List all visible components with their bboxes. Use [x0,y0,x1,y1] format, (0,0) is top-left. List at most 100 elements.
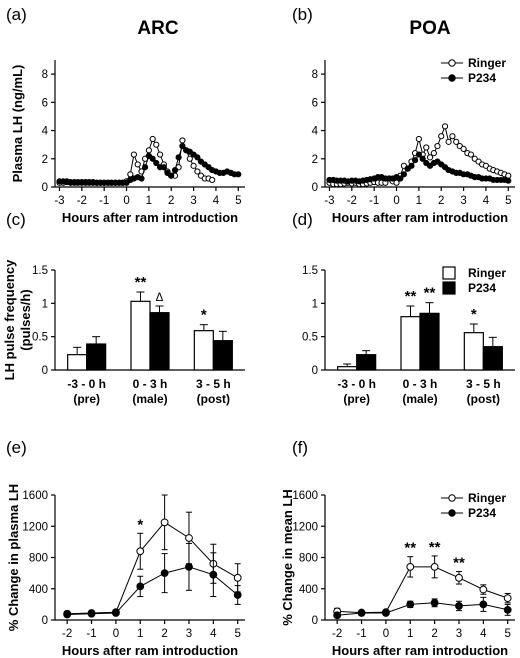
bar-p234 [356,354,377,371]
significance-marker: * [137,516,143,533]
data-point-ringer [149,135,156,143]
category-sublabel: (pre) [343,392,370,406]
x-tick-label: 5 [235,195,241,207]
x-tick-label: 1 [416,195,422,207]
series-line-p234 [337,602,508,616]
panel-d: (d) 0 0.5 1 1.5 -3 - 0 h(pre) 0 - 3 h(male) 3 -… [292,210,515,406]
data-point-ringer [186,155,193,162]
y-tick-label: 0 [312,365,318,377]
data-point-ringer [406,562,415,571]
data-point-p234 [455,602,463,610]
significance-marker: ** [424,285,436,302]
x-tick-label: -1 [99,195,109,207]
category-sublabel: (post) [467,392,500,406]
x-tick-label: -1 [356,628,366,640]
data-point-ringer [190,162,197,169]
data-point-p234 [233,591,242,599]
data-point-ringer [136,547,145,556]
data-point-ringer [185,534,193,542]
series-line-p234 [67,566,239,615]
significance-marker: * [201,307,207,324]
y-tick-label: 1.5 [302,265,318,277]
y-tick-label: 0.5 [32,332,48,344]
data-point-ringer [434,142,441,150]
panel-label: (a) [6,5,27,24]
bar-ringer [337,366,358,371]
x-tick-label: -2 [347,195,357,207]
legend-label: Ringer [468,56,506,70]
y-axis-label: LH pulse frequency [2,259,17,380]
data-point-p234 [168,172,175,179]
panel-f: (f) 0 400 800 1200 1600 -2 -1 0 1 2 3 4 5 Hours after … [280,438,515,658]
bar-ringer [400,316,421,371]
significance-marker: ** [453,555,465,572]
data-point-p234 [160,164,167,171]
y-tick-label: 1200 [22,521,48,533]
data-point-p234 [333,611,342,620]
panel-title: POA [409,18,450,39]
data-point-ringer [455,573,463,582]
data-point-p234 [175,154,182,161]
panel-label: (b) [292,5,313,24]
y-tick-label: 8 [312,69,318,81]
category-sublabel: (pre) [73,392,100,406]
legend-marker-p234 [448,509,456,517]
x-tick-label: -1 [369,195,379,207]
data-point-p234 [419,155,426,162]
legend-label: P234 [468,71,496,85]
x-axis-label: Hours after ram introduction [332,210,508,225]
y-axis-label: % Change in plasma LH [6,484,21,631]
x-tick-label: 0 [123,195,129,207]
x-tick-label: 5 [504,628,510,640]
data-point-p234 [87,609,96,618]
data-point-p234 [136,582,145,591]
category-label: 3 - 5 h [196,377,231,391]
legend-marker-p234 [448,74,456,82]
y-tick-label: 1.5 [32,265,48,277]
bar-p234 [419,312,440,371]
panel-label: (d) [292,210,313,229]
legend-swatch-p234 [442,281,456,295]
x-tick-label: 5 [505,195,511,207]
data-point-p234 [194,154,201,161]
x-tick-label: 1 [407,628,413,640]
legend-label: Ringer [468,266,506,280]
data-point-p234 [408,162,415,169]
significance-marker: ** [405,288,417,305]
data-point-ringer [156,151,164,158]
data-point-ringer [449,133,456,140]
category-label: 0 - 3 h [133,377,168,391]
data-point-ringer [445,138,452,145]
panel-c: (c) 0 0.5 1 1.5 LH pulse frequency (pulses/h) -… [2,210,245,406]
y-tick-label: 0 [312,182,318,194]
x-tick-label: 4 [210,628,217,640]
data-point-ringer [430,150,437,157]
category-label: 0 - 3 h [403,377,438,391]
data-point-p234 [111,609,120,617]
x-tick-label: 4 [213,195,220,207]
data-point-ringer [503,594,512,603]
y-tick-label: 6 [42,97,48,109]
data-point-p234 [141,164,149,171]
data-point-ringer [145,147,152,154]
x-tick-label: -2 [332,628,342,640]
x-tick-label: -3 [324,195,334,207]
data-point-p234 [503,605,512,614]
y-tick-label: 1200 [292,521,318,533]
x-tick-label: 2 [168,195,174,207]
data-point-ringer [194,168,201,175]
data-point-p234 [479,600,488,609]
x-tick-label: 4 [483,195,490,207]
series-line-ringer [67,521,238,615]
y-tick-label: 2 [42,154,48,166]
data-point-ringer [179,137,186,144]
x-tick-label: 0 [383,628,389,640]
x-tick-label: 3 [186,628,192,640]
data-point-ringer [393,179,400,186]
category-label: -3 - 0 h [337,377,376,391]
y-tick-label: 0 [42,182,48,194]
